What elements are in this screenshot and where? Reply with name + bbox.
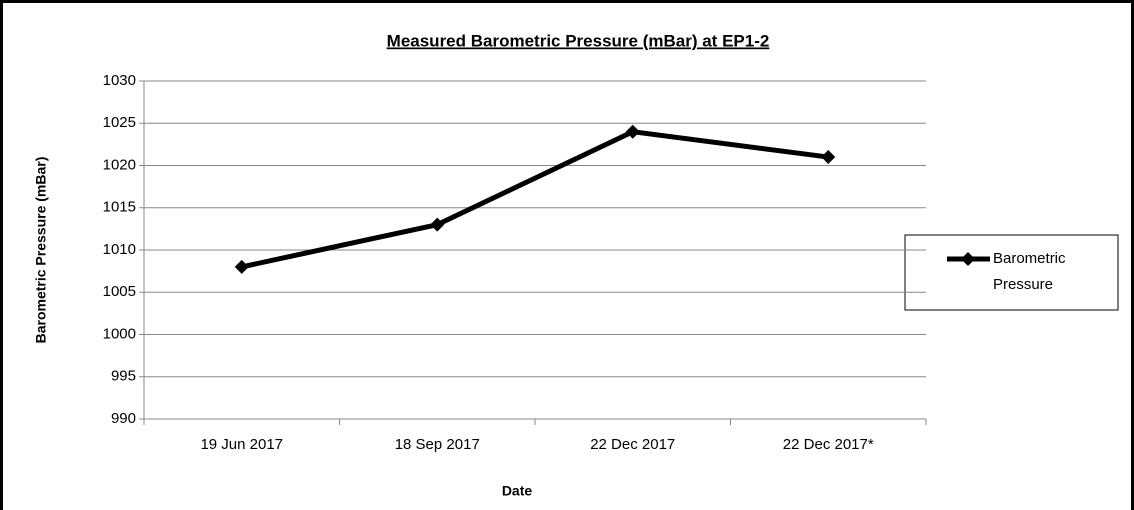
chart-title: Measured Barometric Pressure (mBar) at E… xyxy=(387,31,770,50)
x-tick-label: 19 Jun 2017 xyxy=(200,436,283,453)
y-tick-label: 990 xyxy=(111,410,136,427)
y-tick-label: 1030 xyxy=(103,72,136,89)
y-tick-label: 1015 xyxy=(103,199,136,216)
y-tick-label: 1000 xyxy=(103,325,136,342)
y-tick-label: 995 xyxy=(111,368,136,385)
x-tick-label: 22 Dec 2017* xyxy=(783,436,874,453)
legend-box xyxy=(904,234,1119,311)
y-tick-label: 1010 xyxy=(103,241,136,258)
point xyxy=(234,259,249,274)
x-axis-label: Date xyxy=(502,483,533,499)
legend-label: Barometric Pressure xyxy=(993,250,1066,293)
point xyxy=(625,124,640,139)
y-tick-label: 1005 xyxy=(103,283,136,300)
line xyxy=(241,129,829,270)
y-axis-label: Barometric Pressure (mBar) xyxy=(33,157,49,344)
y-tick-label: 1020 xyxy=(103,156,136,173)
x-tick-label: 18 Sep 2017 xyxy=(395,436,480,453)
x-tick-label: 22 Dec 2017 xyxy=(590,436,675,453)
y-tick-label: 1025 xyxy=(103,114,136,131)
legend-marker xyxy=(961,252,975,266)
point xyxy=(821,150,836,165)
point xyxy=(430,217,445,232)
